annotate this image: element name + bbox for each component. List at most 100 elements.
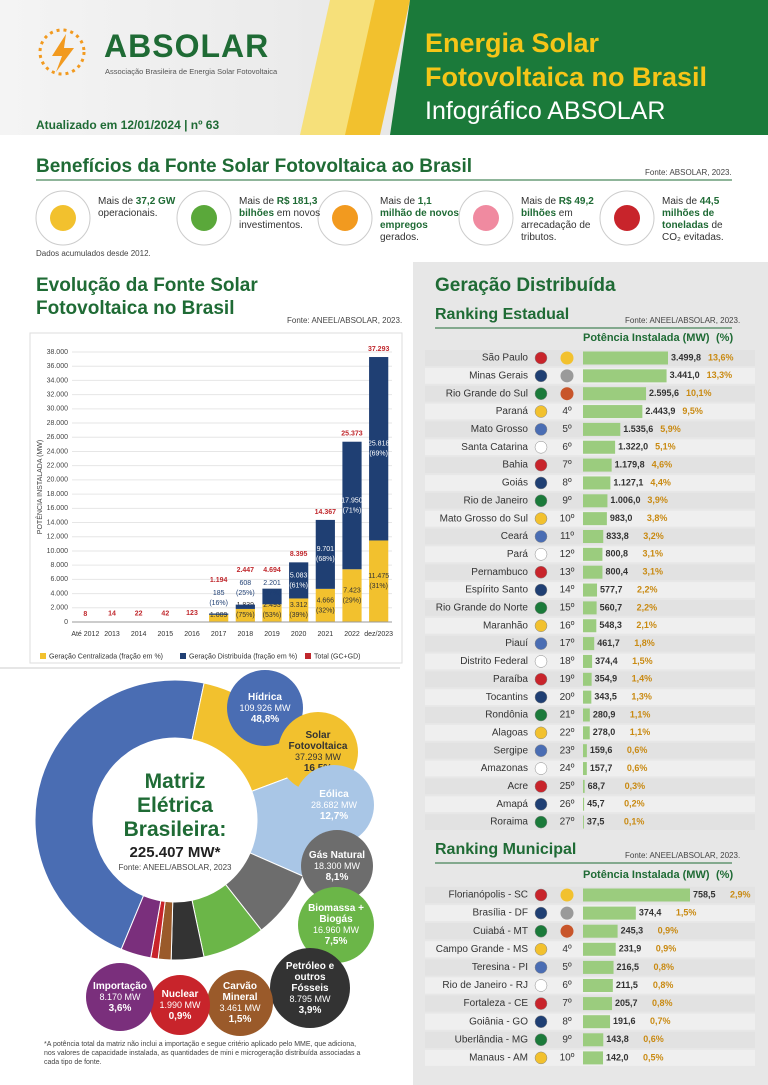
flag [534, 494, 548, 508]
medal [560, 351, 574, 365]
bar [583, 351, 668, 365]
benefit-text: Mais de 1,1 milhão de novos empregos ger… [380, 196, 462, 244]
benefit-bold: 44,5 milhões de toneladas [662, 196, 720, 231]
bar [583, 942, 616, 956]
benefit-post: de CO₂ evitadas. [662, 220, 724, 243]
share-label: (32%) [316, 607, 335, 614]
total-label: 8 [83, 611, 87, 618]
percent-label: 5,1% [655, 442, 676, 452]
category-label: Santa Catarina [461, 442, 528, 453]
bubble: Importação 8.170 MW 3,6% [86, 963, 154, 1031]
flag [534, 906, 548, 920]
legend-swatch [180, 653, 186, 659]
rank-label: 22º [560, 727, 575, 738]
bar [583, 888, 690, 902]
flag [534, 673, 548, 686]
percent-label: 0,6% [643, 1034, 664, 1044]
rank-label: 14º [560, 585, 575, 596]
share-label: (75%) [236, 612, 255, 619]
percent-label: 13,3% [707, 370, 733, 380]
legend-swatch [40, 653, 46, 659]
bubble-percent: 48,8% [250, 713, 280, 725]
percent-label: 2,1% [636, 620, 657, 630]
rank-label: 25º [560, 781, 575, 792]
bar [583, 637, 595, 651]
donut-slice [120, 895, 162, 959]
percent-label: 3,1% [642, 567, 663, 577]
y-tick-label: 32.000 [47, 391, 69, 398]
title-line: Fotovoltaica no Brasil [425, 62, 708, 92]
category-label: Espírito Santo [465, 585, 528, 596]
bar [583, 422, 621, 436]
bubble-name: Petróleo e outros Fósseis [285, 960, 335, 994]
flag [534, 924, 548, 938]
x-tick-label: 2019 [264, 631, 280, 638]
value-label: 374,4 [595, 656, 618, 666]
value-label: 374,4 [639, 907, 662, 917]
value-label: 2.595,6 [649, 388, 679, 398]
axis-label: Potência Instalada (MW) [583, 869, 710, 881]
category-label: Distrito Federal [460, 656, 528, 667]
benefit-post: em arrecadação de tributos. [521, 208, 591, 243]
logo-bolt [52, 34, 74, 72]
legend-label: Geração Centralizada (fração em %) [49, 653, 163, 660]
value-label: 142,0 [606, 1052, 629, 1062]
subtitle: Infográfico ABSOLAR [425, 97, 666, 125]
category-label: Cuiabá - MT [473, 926, 528, 937]
percent-label: 2,2% [637, 602, 658, 612]
share-label: (29%) [343, 597, 362, 604]
percent-label: 0,6% [627, 745, 648, 755]
y-tick-label: 2.000 [50, 605, 68, 612]
category-label: Amapá [496, 799, 528, 810]
section-title: Geração Distribuída [435, 275, 616, 296]
category-label: Rio Grande do Sul [446, 388, 528, 399]
rank-label: 7º [562, 460, 572, 471]
benefit-text: Mais de R$ 181,3 bilhões em novos invest… [239, 196, 321, 232]
value-label: 983,0 [610, 513, 633, 523]
benefit-text: Mais de 44,5 milhões de toneladas de CO₂… [662, 196, 744, 244]
bubble-name: Carvão Mineral [222, 981, 258, 1003]
axis-label: Potência Instalada (MW) [583, 332, 710, 344]
category-label: Rio de Janeiro - RJ [442, 980, 528, 991]
total-label: 37.293 [368, 346, 390, 353]
donut-total: 225.407 MW* [129, 844, 221, 861]
value-label: 45,7 [587, 799, 605, 809]
flag [534, 690, 548, 704]
title: Energia Solar Fotovoltaica no Brasil Inf… [425, 26, 707, 128]
stripe [345, 0, 410, 135]
medal [560, 924, 574, 938]
total-label: 4.694 [263, 567, 281, 574]
percent-label: 13,6% [708, 352, 734, 362]
share-label: (68%) [316, 556, 335, 563]
flag [534, 369, 548, 383]
x-tick-label: 2022 [344, 631, 360, 638]
bar-segment [289, 598, 309, 622]
percent-label: 0,2% [624, 799, 645, 809]
percent-label: 1,3% [631, 692, 652, 702]
benefit-pre: Mais de [521, 196, 557, 207]
flag [534, 601, 548, 615]
logo-sun [38, 28, 86, 76]
row-bg [425, 707, 755, 723]
source: Fonte: ANEEL/ABSOLAR, 2023. [625, 316, 741, 325]
bar [583, 494, 608, 508]
rank-label: 11º [560, 531, 574, 542]
value-label: 245,3 [621, 926, 644, 936]
medal [560, 369, 574, 383]
flag [534, 961, 548, 974]
bubble-value: 16.960 MW [312, 925, 360, 935]
category-label: Maranhão [483, 620, 528, 631]
chart-frame [29, 332, 403, 664]
category-label: Rio Grande do Norte [436, 603, 529, 614]
bar [583, 708, 590, 722]
x-tick-label: 2021 [318, 631, 334, 638]
rank-label: 10º [560, 1053, 575, 1064]
value-label: 800,4 [605, 567, 628, 577]
rank-label: 18º [560, 656, 575, 667]
category-label: Ceará [501, 531, 529, 542]
rank-label: 19º [560, 674, 575, 685]
donut-title: Matriz Elétrica Brasileira: [123, 770, 227, 841]
y-tick-label: 14.000 [47, 519, 69, 526]
data-label: 17.950 [341, 497, 363, 504]
y-tick-label: 6.000 [50, 576, 68, 583]
